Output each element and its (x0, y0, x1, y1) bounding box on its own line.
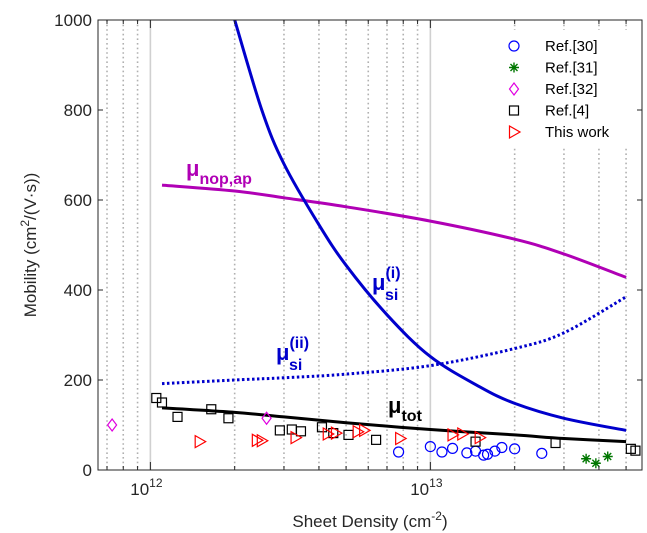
data-point (424, 441, 436, 453)
data-point (478, 449, 490, 461)
data-point (509, 443, 521, 455)
data-point (274, 425, 285, 436)
data-point (436, 446, 448, 458)
data-point (550, 437, 561, 449)
data-point (581, 453, 592, 464)
y-tick-label: 200 (64, 371, 92, 390)
data-point (481, 448, 494, 460)
data-point (172, 411, 183, 422)
y-axis-label: Mobility (cm2/(V·s)) (18, 173, 40, 318)
data-point (392, 446, 405, 458)
data-point (489, 445, 501, 457)
legend: Ref.[30] Ref.[31] Ref.[32] Ref.[4] This work (500, 30, 632, 148)
data-point (322, 426, 335, 442)
data-point (106, 418, 118, 432)
data-point (590, 458, 601, 469)
data-point (447, 427, 460, 442)
legend-label: This work (545, 124, 610, 141)
data-point (290, 430, 303, 445)
data-point (461, 447, 473, 459)
data-point (474, 430, 487, 445)
legend-marker (508, 40, 520, 52)
model-curves (161, 20, 627, 444)
data-point (536, 447, 548, 459)
data-point (602, 451, 613, 462)
data-point (316, 422, 328, 433)
data-points (106, 392, 641, 469)
curve-nop (161, 183, 627, 279)
data-point (352, 424, 365, 439)
y-tick-label: 400 (64, 281, 92, 300)
axes: 0 200 400 600 800 1000 1012 1013 (54, 11, 642, 499)
data-point (446, 442, 459, 454)
data-point (295, 426, 307, 437)
y-tick-label: 800 (64, 101, 92, 120)
annotation-si1: μ(i) si (372, 265, 401, 304)
y-tick-label: 0 (83, 461, 92, 480)
y-tick-label: 600 (64, 191, 92, 210)
x-tick-label: 1013 (410, 476, 443, 499)
data-point (194, 434, 207, 449)
data-point (156, 397, 168, 408)
x-tick-label: 1012 (130, 476, 163, 499)
data-point (330, 426, 344, 441)
data-point (261, 411, 272, 426)
legend-label: Ref.[4] (545, 103, 589, 120)
data-point (359, 423, 372, 438)
curve-tot (161, 406, 627, 444)
legend-marker (508, 105, 520, 116)
legend-label: Ref.[32] (545, 81, 598, 98)
data-point (206, 404, 217, 415)
curve-annotations: μnop,ap μ(i) si μ(ii) si μtot (186, 156, 423, 425)
plot-frame (97, 19, 643, 471)
legend-label: Ref.[30] (545, 38, 598, 55)
legend-marker (509, 62, 519, 73)
data-point (630, 445, 641, 456)
legend-label: Ref.[31] (545, 60, 598, 77)
annotation-tot: μtot (388, 393, 423, 425)
x-axis-label: Sheet Density (cm-2) (292, 509, 447, 531)
data-point (457, 426, 470, 442)
y-tick-label: 1000 (54, 11, 92, 30)
legend-marker (508, 82, 520, 96)
legend-marker (508, 124, 522, 140)
data-point (496, 441, 508, 454)
data-point (370, 434, 382, 445)
annotation-si2: μ(ii) si (276, 335, 309, 374)
curve-si1 (233, 20, 627, 432)
curve-si2 (161, 295, 627, 386)
legend-box (500, 30, 632, 148)
data-point (223, 413, 234, 424)
annotation-nop: μnop,ap (186, 156, 252, 188)
data-point (395, 431, 408, 446)
data-point (256, 433, 270, 448)
